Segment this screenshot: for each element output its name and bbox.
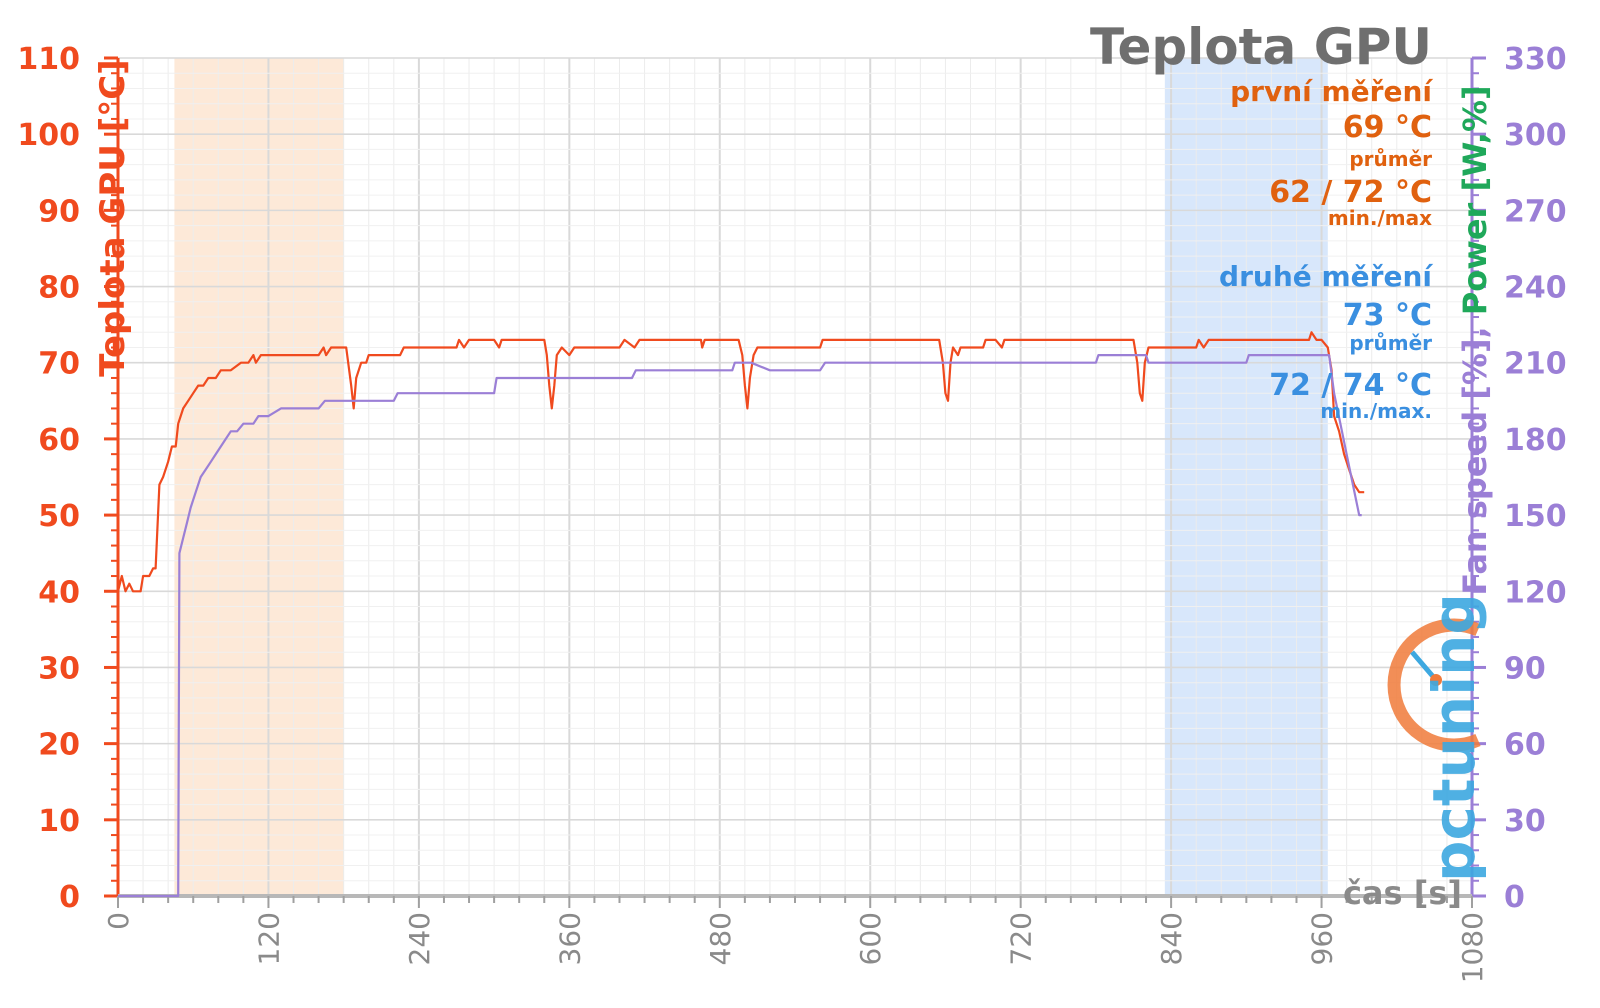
annotation-first: první měření 69 °C průměr 62 / 72 °C min… [1230, 75, 1433, 230]
y-tick-label-left: 80 [38, 271, 80, 306]
second-minmax: 72 / 74 °C [1269, 368, 1432, 403]
y-tick-label-right: 240 [1504, 271, 1567, 306]
y-axis-right-label-separator: , [1456, 315, 1494, 338]
first-avg: 69 °C [1343, 110, 1432, 145]
y-tick-label-left: 0 [59, 880, 80, 915]
gauge-icon [1387, 618, 1481, 752]
x-tick-label: 1080 [1456, 912, 1489, 983]
y-tick-label-left: 40 [38, 575, 80, 610]
y-tick-label-left: 110 [17, 42, 80, 77]
y-axis-right-label-fan: Fan speed [%] [1456, 338, 1494, 594]
y-tick-label-right: 270 [1504, 194, 1567, 229]
shaded-region-0 [174, 58, 344, 896]
x-tick-label: 720 [1005, 912, 1038, 965]
y-axis-right-label-power: Power [W,%] [1456, 85, 1494, 315]
y-tick-label-right: 120 [1504, 575, 1567, 610]
first-minmax: 62 / 72 °C [1269, 175, 1432, 210]
y-tick-label-left: 30 [38, 651, 80, 686]
y-tick-label-right: 210 [1504, 347, 1567, 382]
y-tick-label-left: 90 [38, 194, 80, 229]
x-tick-label: 0 [102, 912, 135, 930]
y-tick-label-right: 0 [1504, 880, 1525, 915]
y-tick-label-left: 50 [38, 499, 80, 534]
y-axis-right-label: Fan speed [%], Power [W,%] [1456, 85, 1494, 594]
y-tick-label-left: 20 [38, 728, 80, 763]
y-tick-label-right: 30 [1504, 804, 1546, 839]
grid [117, 57, 1473, 897]
second-avg: 73 °C [1343, 298, 1432, 333]
x-tick-label: 840 [1155, 912, 1188, 965]
y-tick-label-right: 150 [1504, 499, 1567, 534]
y-tick-label-left: 100 [17, 118, 80, 153]
second-avg-label: průměr [1349, 331, 1432, 355]
x-tick-label: 600 [854, 912, 887, 965]
tick-labels: 0 10 20 30 40 50 60 70 80 90 100 110 0 30 60 90 120 150 18… [17, 42, 1566, 983]
y-tick-label-left: 60 [38, 423, 80, 458]
first-minmax-label: min./max [1328, 206, 1432, 230]
y-tick-label-right: 180 [1504, 423, 1567, 458]
y-tick-label-right: 330 [1504, 42, 1567, 77]
first-avg-label: průměr [1349, 147, 1432, 171]
series [116, 331, 1365, 898]
y-tick-label-left: 70 [38, 347, 80, 382]
watermark-text: pctuning [1420, 593, 1488, 882]
x-tick-label: 480 [704, 912, 737, 965]
annotation-second: druhé měření 73 °C průměr 72 / 74 °C min… [1219, 260, 1433, 423]
first-header: první měření [1230, 75, 1433, 108]
series-line-1 [118, 354, 1362, 898]
y-axis-left-label: Teplota GPU [°C] [93, 59, 133, 376]
x-tick-label: 360 [553, 912, 586, 965]
x-axis-label: čas [s] [1343, 874, 1462, 912]
second-header: druhé měření [1219, 260, 1433, 293]
y-tick-label-right: 60 [1504, 728, 1546, 763]
y-tick-label-left: 10 [38, 804, 80, 839]
x-tick-label: 960 [1306, 912, 1339, 965]
x-tick-label: 120 [252, 912, 285, 965]
second-minmax-label: min./max. [1320, 399, 1432, 423]
y-tick-label-right: 300 [1504, 118, 1567, 153]
x-tick-label: 240 [403, 912, 436, 965]
axes [104, 56, 1486, 908]
chart-title: Teplota GPU [1090, 18, 1432, 76]
y-tick-label-right: 90 [1504, 651, 1546, 686]
pctuning-logo: pctuning [1387, 593, 1488, 882]
shaded-regions [174, 58, 1328, 896]
